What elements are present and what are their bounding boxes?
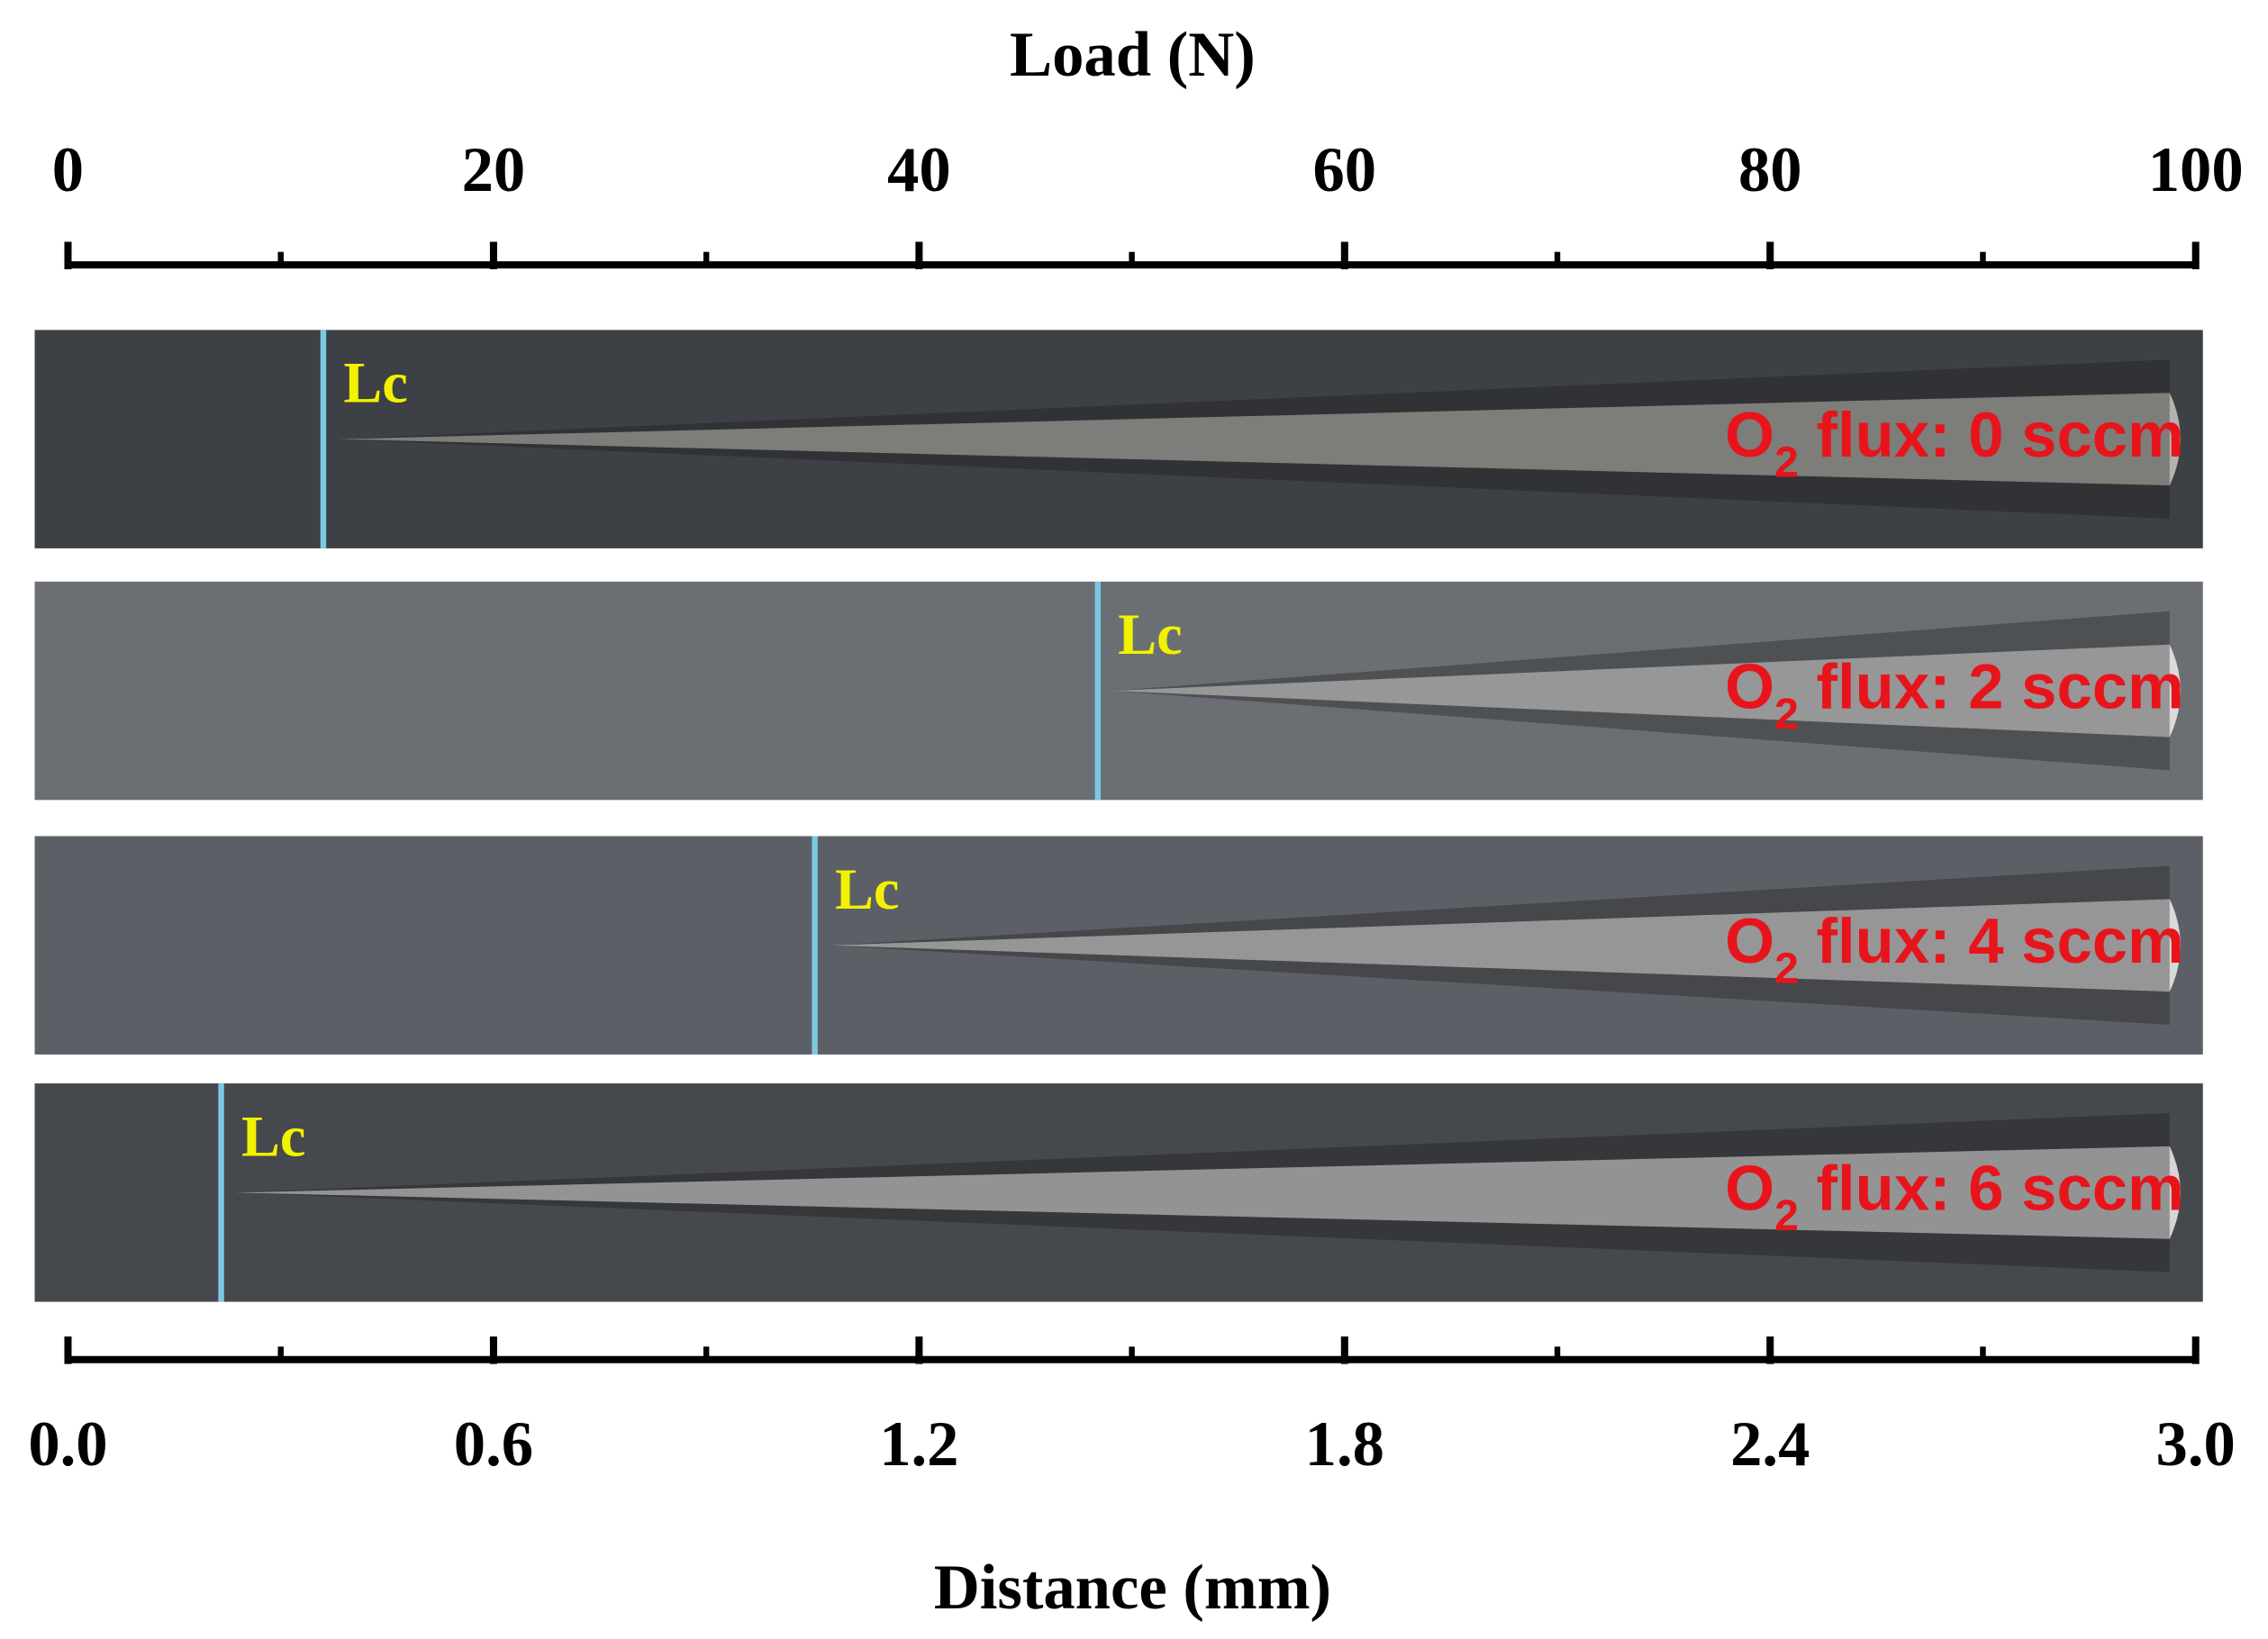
flux-text: flux: 6 sccm: [1799, 1153, 2184, 1224]
top-tick-label: 80: [1738, 135, 1802, 205]
scratch-halo: [338, 359, 2170, 519]
flux-prefix: O: [1725, 1153, 1774, 1224]
flux-prefix: O: [1725, 905, 1774, 976]
flux-text: flux: 2 sccm: [1799, 650, 2184, 721]
scratch-halo: [829, 865, 2170, 1026]
top-tick-label: 0: [52, 135, 84, 205]
scratch-track: [235, 1145, 2181, 1239]
flux-subscript: 2: [1774, 438, 1799, 486]
critical-load-label: Lc: [1118, 602, 1182, 666]
flux-text: flux: 4 sccm: [1799, 905, 2184, 976]
top-tick-label: 100: [2148, 135, 2244, 205]
top-tick-label: 60: [1312, 135, 1376, 205]
bottom-tick-label: 1.2: [879, 1409, 958, 1480]
scratch-track: [829, 899, 2181, 992]
flux-subscript: 2: [1774, 944, 1799, 992]
critical-load-label: Lc: [343, 351, 407, 415]
top-axis-title: Load (N): [1010, 20, 1256, 90]
bottom-tick-label: 2.4: [1730, 1409, 1810, 1480]
bottom-axis-title: Distance (mm): [934, 1553, 1331, 1623]
flux-subscript: 2: [1774, 690, 1799, 738]
flux-prefix: O: [1725, 399, 1774, 470]
critical-load-label: Lc: [835, 857, 899, 921]
flux-label: O2 flux: 6 sccm: [1725, 1153, 2184, 1240]
flux-subscript: 2: [1774, 1191, 1799, 1240]
top-tick-label: 40: [887, 135, 951, 205]
bottom-tick-label: 0.6: [454, 1409, 533, 1480]
flux-prefix: O: [1725, 650, 1774, 721]
bottom-tick-label: 0.0: [28, 1409, 107, 1480]
top-tick-label: 20: [462, 135, 526, 205]
flux-label: O2 flux: 2 sccm: [1725, 650, 2184, 738]
scratch-halo: [235, 1112, 2170, 1272]
critical-load-label: Lc: [241, 1104, 305, 1168]
scratch-track: [1111, 644, 2181, 738]
bottom-tick-label: 3.0: [2156, 1409, 2236, 1480]
flux-label: O2 flux: 4 sccm: [1725, 905, 2184, 992]
scratch-track: [338, 393, 2181, 486]
bottom-tick-label: 1.8: [1305, 1409, 1384, 1480]
scratch-halo: [1111, 611, 2170, 771]
flux-label: O2 flux: 0 sccm: [1725, 399, 2184, 486]
flux-text: flux: 0 sccm: [1799, 399, 2184, 470]
